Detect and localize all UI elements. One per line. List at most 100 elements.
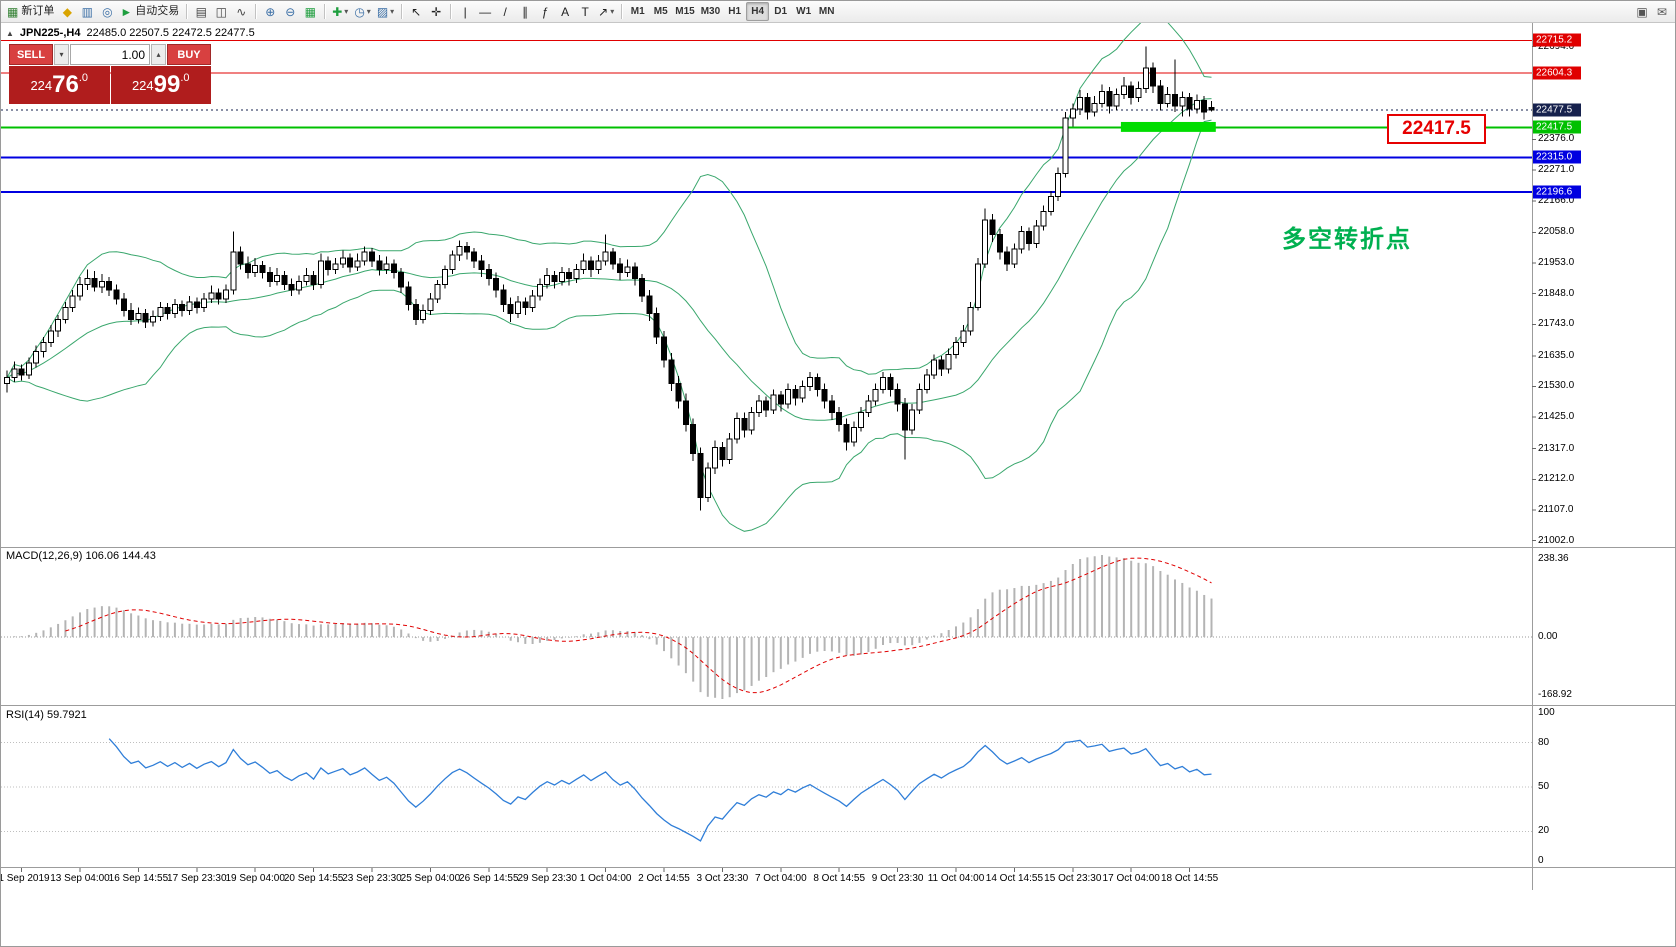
macd-header: MACD(12,26,9) 106.06 144.43 <box>6 550 156 562</box>
toolbar-separator <box>255 4 257 19</box>
timeframe-m15-button[interactable]: M15 <box>672 2 697 21</box>
toolbar-separator <box>324 4 326 19</box>
fibonacci-button[interactable]: ƒ <box>535 2 555 21</box>
cursor-button[interactable]: ↖ <box>406 2 426 21</box>
timeframe-m30-button[interactable]: M30 <box>698 2 723 21</box>
price-digits: .0 <box>180 72 190 84</box>
timeframe-m1-button[interactable]: M1 <box>626 2 649 21</box>
toolbar-separator <box>450 4 452 19</box>
navigator-icon: ◎ <box>102 4 113 19</box>
buy-button[interactable]: BUY <box>167 44 211 65</box>
vertical-line-button[interactable]: | <box>455 2 475 21</box>
timeframe-h1-button[interactable]: H1 <box>723 2 746 21</box>
equidistant-channel-button[interactable]: ∥ <box>515 2 535 21</box>
periods-dropdown-arrow[interactable]: ▾ <box>366 6 371 16</box>
time-axis[interactable] <box>1 868 1532 890</box>
zoom-in-button[interactable]: ⊕ <box>260 2 280 21</box>
text-label-button[interactable]: T <box>575 2 595 21</box>
chat-button[interactable]: ✉ <box>1652 2 1672 21</box>
arrows-icon: ↗ <box>598 4 609 19</box>
chart-line-icon: ∿ <box>236 4 247 19</box>
periods-icon: ◷ <box>354 4 365 19</box>
turning-point-note[interactable]: 多空转折点 <box>1282 226 1412 253</box>
chart-ohlc-values: 22485.0 22507.5 22472.5 22477.5 <box>86 27 255 39</box>
rsi-header: RSI(14) 59.7921 <box>6 709 87 721</box>
price-digits: 224 <box>30 77 53 93</box>
zoom-out-icon: ⊖ <box>285 4 296 19</box>
volume-increase-button[interactable]: ▴ <box>151 44 166 65</box>
periods-button[interactable]: ◷ ▾ <box>351 2 374 21</box>
tile-windows-icon: ▦ <box>304 4 316 19</box>
buy-price-display[interactable]: 224 99.0 <box>110 66 211 104</box>
new-order-button[interactable]: ▦ 新订单 <box>4 2 57 21</box>
price-axis[interactable] <box>1532 23 1675 868</box>
price-digits: .0 <box>78 72 89 84</box>
autotrading-icon: ► <box>120 4 133 19</box>
chat-icon: ✉ <box>1656 4 1668 19</box>
autotrading-button[interactable]: ► 自动交易 <box>117 2 182 21</box>
sell-price-display[interactable]: 224 76.0 <box>9 66 110 104</box>
toolbar: ▦ 新订单 ◆ ▥ ◎ ► 自动交易 ▤ ◫ ∿ ⊕ ⊖ ▦ ✚ ▾ ◷ ▾ ▨ ▾ ↖ ✛ | — / ∥ ƒ A T ↗ ▾ M1 M5 M… <box>1 1 1675 23</box>
chart-candles-button[interactable]: ◫ <box>211 2 231 21</box>
new-order-label: 新订单 <box>21 5 55 17</box>
chart-bars-icon: ▤ <box>195 4 207 19</box>
text-icon: A <box>561 4 570 19</box>
crosshair-icon: ✛ <box>431 4 442 19</box>
timeframe-h4-button[interactable]: H4 <box>746 2 770 21</box>
trend-line-icon: / <box>503 4 507 19</box>
indicators-dropdown-arrow[interactable]: ▾ <box>344 6 349 16</box>
sell-button[interactable]: SELL <box>9 44 53 65</box>
zoom-out-button[interactable]: ⊖ <box>280 2 300 21</box>
arrows-dropdown-arrow[interactable]: ▾ <box>610 6 615 16</box>
collapse-trade-panel-icon[interactable]: ▲ <box>6 28 14 38</box>
tile-windows-button[interactable]: ▦ <box>300 2 320 21</box>
price-callout-box[interactable]: 22417.5 <box>1387 114 1486 144</box>
chart-info-line: ▲ JPN225-,H4 22485.0 22507.5 22472.5 224… <box>6 27 255 39</box>
timeframe-m5-button[interactable]: M5 <box>649 2 672 21</box>
indicators-icon: ✚ <box>332 4 343 19</box>
timeframe-mn-button[interactable]: MN <box>815 2 838 21</box>
equidistant-channel-icon: ∥ <box>522 4 529 19</box>
macd-pane[interactable] <box>1 550 1532 704</box>
metaeditor-button[interactable]: ◆ <box>57 2 77 21</box>
chart-line-button[interactable]: ∿ <box>231 2 251 21</box>
fibonacci-icon: ƒ <box>541 4 549 19</box>
crosshair-button[interactable]: ✛ <box>426 2 446 21</box>
indicators-button[interactable]: ✚ ▾ <box>329 2 351 21</box>
toolbar-separator <box>186 4 188 19</box>
timeframe-w1-button[interactable]: W1 <box>792 2 815 21</box>
chart-plot-area[interactable] <box>1 23 1532 547</box>
zoom-in-icon: ⊕ <box>265 4 276 19</box>
price-digits: 76 <box>52 71 79 98</box>
market-watch-button[interactable]: ▥ <box>77 2 97 21</box>
rsi-pane[interactable] <box>1 708 1532 867</box>
price-digits: 224 <box>131 77 154 93</box>
chart-candles-icon: ◫ <box>215 4 227 19</box>
price-digits: 99 <box>153 71 181 98</box>
vertical-line-icon: | <box>463 4 467 19</box>
window-button[interactable]: ▣ <box>1632 2 1652 21</box>
autotrading-label: 自动交易 <box>135 5 180 17</box>
market-watch-icon: ▥ <box>81 4 94 19</box>
text-label-icon: T <box>581 4 589 19</box>
new-order-icon: ▦ <box>7 4 19 19</box>
templates-dropdown-arrow[interactable]: ▾ <box>390 6 395 16</box>
volume-decrease-button[interactable]: ▾ <box>54 44 69 65</box>
chart-bars-button[interactable]: ▤ <box>191 2 211 21</box>
metaeditor-icon: ◆ <box>62 4 72 19</box>
templates-icon: ▨ <box>376 4 389 19</box>
trend-line-button[interactable]: / <box>495 2 515 21</box>
arrows-button[interactable]: ↗ ▾ <box>595 2 617 21</box>
volume-input[interactable] <box>70 44 150 65</box>
navigator-button[interactable]: ◎ <box>97 2 117 21</box>
text-button[interactable]: A <box>555 2 575 21</box>
templates-button[interactable]: ▨ ▾ <box>374 2 397 21</box>
chart-symbol-period: JPN225-,H4 <box>19 27 81 39</box>
toolbar-separator <box>621 4 623 19</box>
window-icon: ▣ <box>1636 4 1648 19</box>
timeframe-d1-button[interactable]: D1 <box>769 2 792 21</box>
horizontal-line-button[interactable]: — <box>475 2 495 21</box>
